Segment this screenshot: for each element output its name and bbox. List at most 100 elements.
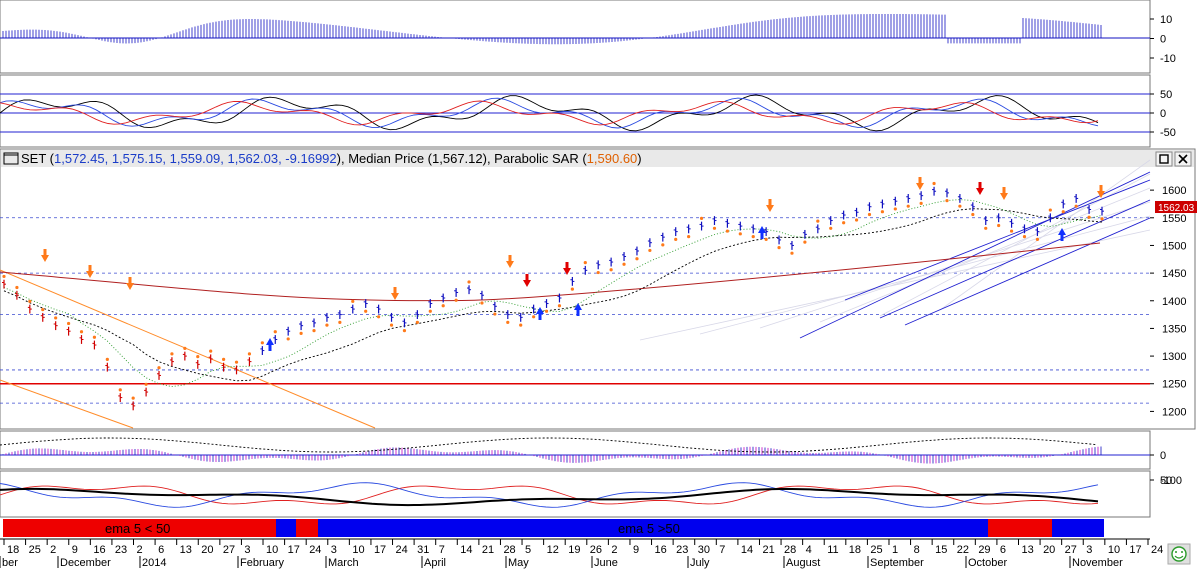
x-day-label: 16	[655, 544, 667, 556]
price-tick-label: 1300	[1162, 351, 1186, 363]
x-day-label: 20	[1043, 544, 1055, 556]
parabolic-sar-dot	[842, 221, 846, 225]
stochastic-tick-label: -50	[1160, 127, 1176, 139]
parabolic-sar-dot	[222, 357, 226, 362]
x-day-label: 8	[914, 544, 920, 556]
long-moving-average	[0, 242, 1101, 302]
parabolic-sar-dot	[247, 352, 252, 356]
parabolic-sar-dot	[1009, 229, 1014, 233]
maximize-icon	[1159, 154, 1169, 164]
parabolic-sar-dot	[118, 388, 122, 392]
sell-arrow	[523, 274, 531, 287]
parabolic-sar-dot	[1074, 204, 1078, 208]
parabolic-sar-dot	[260, 341, 264, 345]
parabolic-sar-dot	[557, 304, 562, 308]
x-day-label: 11	[827, 544, 838, 556]
parabolic-sar-dot	[519, 323, 523, 327]
parabolic-sar-dot	[351, 299, 355, 303]
stochastic-tick-label: 0	[1160, 108, 1166, 120]
close-button[interactable]	[1174, 151, 1192, 167]
parabolic-sar-dot	[867, 212, 872, 217]
trend-channel-line	[904, 217, 1151, 326]
parabolic-sar-dot	[299, 331, 303, 336]
x-day-label: 14	[741, 544, 753, 556]
macd-panel	[0, 0, 1151, 74]
parabolic-sar-dot	[105, 357, 109, 362]
price-tick-label: 1600	[1162, 185, 1186, 197]
parabolic-sar-dot	[906, 204, 910, 208]
parabolic-sar-dot	[170, 352, 174, 356]
moving-average-dashed	[3, 208, 1103, 382]
parabolic-sar-dot	[635, 257, 639, 261]
parabolic-sar-dot	[1035, 237, 1040, 241]
sell-arrow	[976, 182, 984, 195]
x-day-label: 26	[590, 544, 602, 556]
momentum-average-line	[0, 437, 1097, 453]
x-day-label: 13	[180, 544, 192, 556]
parabolic-sar-dot	[389, 323, 394, 327]
parabolic-sar-dot	[15, 285, 19, 290]
x-day-label: 3	[244, 544, 250, 556]
parabolic-sar-dot	[467, 280, 471, 284]
parabolic-sar-dot	[622, 262, 626, 266]
di-plus-line	[0, 485, 1099, 505]
parabolic-sar-dot	[854, 218, 859, 222]
x-day-label: 18	[849, 544, 861, 556]
x-month-label: October	[968, 557, 1007, 569]
maximize-button[interactable]	[1155, 151, 1173, 167]
parabolic-sar-dot	[803, 240, 807, 244]
x-day-label: 4	[806, 544, 812, 556]
x-day-label: 28	[784, 544, 796, 556]
x-day-label: 15	[935, 544, 947, 556]
x-month-label: March	[328, 557, 359, 569]
x-day-label: 27	[223, 544, 235, 556]
parabolic-sar-dot	[196, 355, 200, 359]
macd-tick-label: -10	[1160, 53, 1176, 65]
x-day-label: 16	[93, 544, 105, 556]
price-tick-label: 1250	[1162, 379, 1186, 391]
parabolic-sar-dot	[880, 210, 885, 214]
stochastic-signal-line	[0, 100, 1099, 126]
moving-average-dotted	[3, 199, 1103, 388]
trend-channel-line	[799, 171, 1151, 339]
parabolic-sar-dot	[596, 270, 600, 275]
x-day-label: 2	[50, 544, 56, 556]
smiley-icon[interactable]	[1167, 543, 1191, 565]
downtrend-line	[0, 269, 376, 429]
x-day-label: 17	[288, 544, 300, 556]
regime-band	[988, 519, 1052, 537]
x-day-label: 6	[158, 544, 164, 556]
price-tick-label: 1200	[1162, 406, 1186, 418]
price-tick-label: 1400	[1162, 296, 1186, 308]
warning-arrow	[391, 287, 399, 300]
regime-band	[3, 519, 276, 537]
x-day-label: 20	[201, 544, 213, 556]
parabolic-sar-dot	[493, 312, 497, 316]
stochastic-k-line	[0, 94, 1099, 132]
x-day-label: 10	[266, 544, 278, 556]
dmi-tick-label: 50	[1160, 475, 1172, 487]
regime-band	[276, 519, 296, 537]
x-month-label: July	[690, 557, 710, 569]
x-day-label: 17	[374, 544, 386, 556]
price-legend: SET (1,572.45, 1,575.15, 1,559.09, 1,562…	[21, 151, 642, 166]
parabolic-sar-dot	[92, 335, 97, 339]
parabolic-sar-dot	[364, 309, 368, 313]
momentum-tick-label: 0	[1160, 450, 1166, 462]
parabolic-sar-dot	[209, 349, 213, 353]
parabolic-sar-dot	[312, 329, 316, 333]
x-day-label: 2	[611, 544, 617, 556]
parabolic-sar-dot	[234, 360, 239, 364]
x-day-label: 23	[676, 544, 688, 556]
parabolic-sar-dot	[54, 316, 58, 320]
parabolic-sar-dot	[997, 223, 1001, 228]
trend-channel-line	[879, 199, 1151, 319]
x-day-label: 3	[1086, 544, 1092, 556]
fan-line	[939, 159, 1151, 311]
parabolic-sar-dot	[377, 315, 381, 319]
parabolic-sar-dot	[674, 237, 678, 241]
last-price-value: 1562.03	[1158, 203, 1195, 214]
parabolic-sar-dot	[28, 299, 32, 303]
parabolic-sar-dot	[286, 337, 290, 341]
